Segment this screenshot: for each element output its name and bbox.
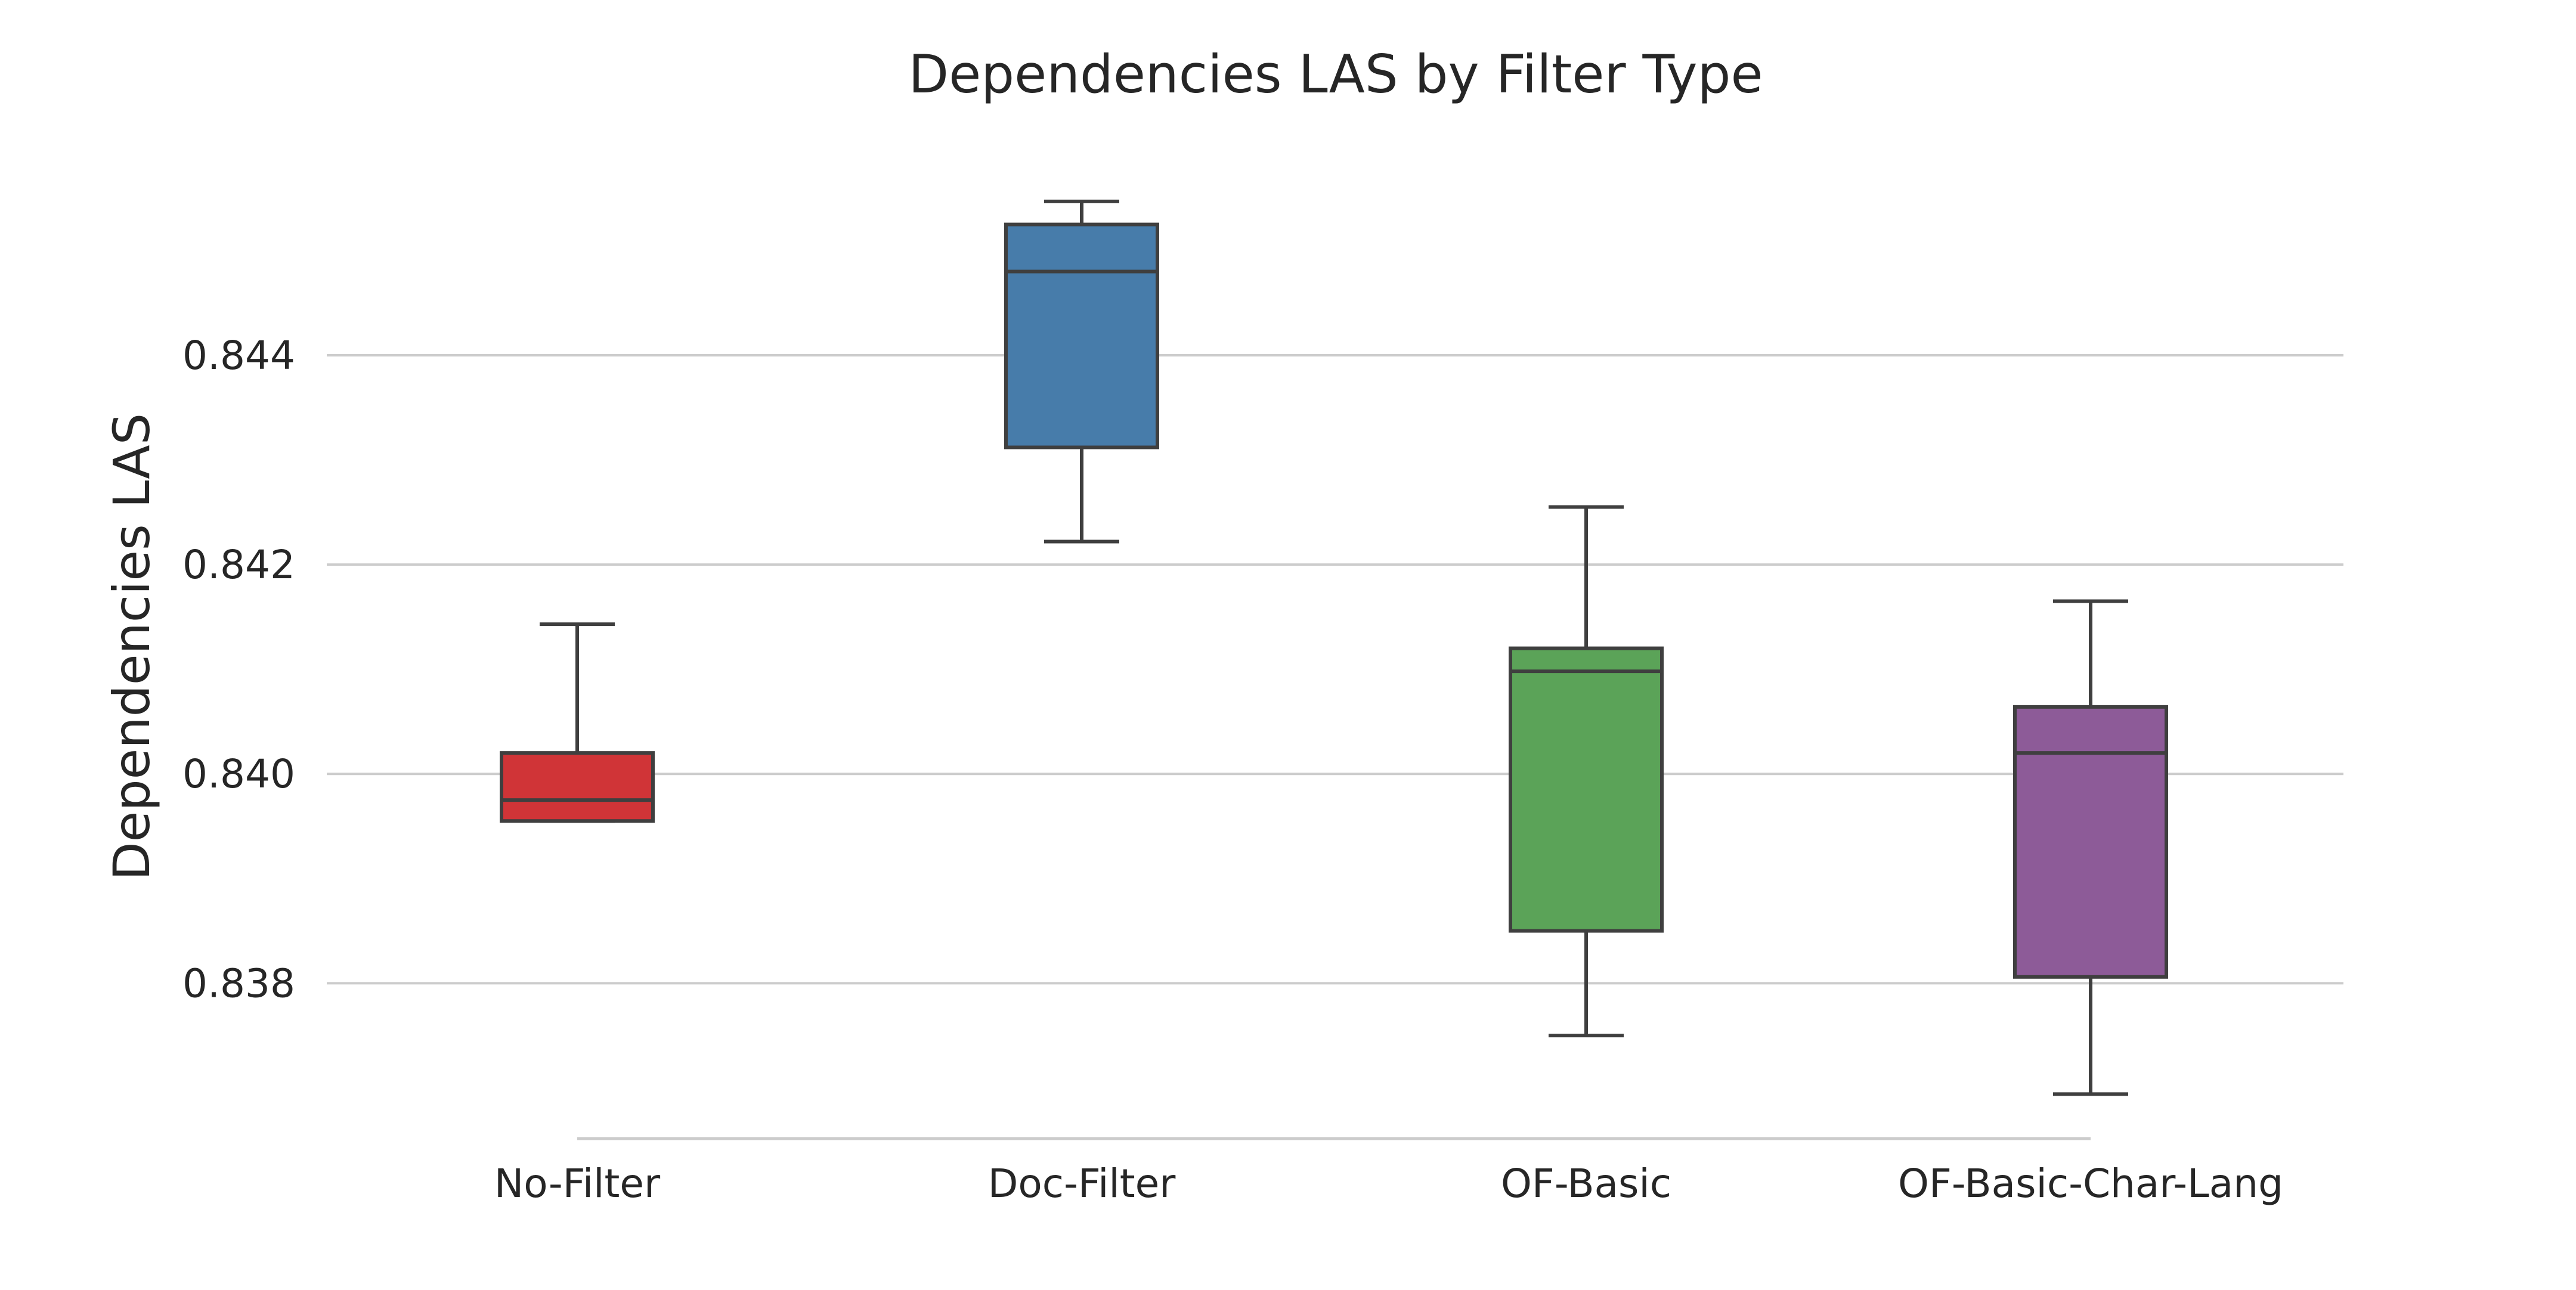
- y-tick-label: 0.844: [182, 333, 295, 379]
- label-layer: 0.838 0.840 0.842 0.844 No-Filter Doc-Filter O…: [182, 333, 2283, 1207]
- x-tick-label: Doc-Filter: [988, 1161, 1176, 1207]
- chart-title: Dependencies LAS by Filter Type: [908, 44, 1763, 105]
- y-tick-label: 0.842: [182, 542, 295, 588]
- x-tick-label: No-Filter: [494, 1161, 661, 1207]
- iqr-box: [1004, 222, 1159, 449]
- grid-layer: [327, 354, 2343, 985]
- box-group-of-basic: [1509, 505, 1664, 1038]
- y-axis-label: Dependencies LAS: [103, 413, 161, 880]
- box-group-doc-filter: [1004, 199, 1159, 544]
- box-layer: [500, 199, 2168, 1096]
- x-tick-label: OF-Basic: [1501, 1161, 1671, 1207]
- iqr-box: [1509, 646, 1664, 933]
- box-group-of-basic-char-lang: [2013, 599, 2168, 1096]
- box-group-no-filter: [500, 622, 655, 823]
- y-tick-label: 0.838: [182, 960, 295, 1006]
- iqr-box: [2013, 705, 2168, 979]
- iqr-box: [500, 751, 655, 823]
- y-tick-label: 0.840: [182, 751, 295, 797]
- x-tick-label: OF-Basic-Char-Lang: [1898, 1161, 2283, 1207]
